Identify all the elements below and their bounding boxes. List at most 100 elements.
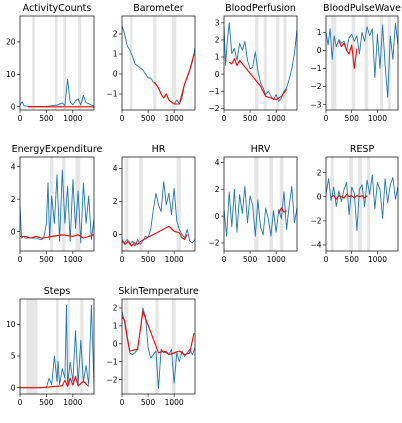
signal-series-line [224,186,297,237]
subplot-bloodperfusion: 0 500 1000 −2 −1 0 1 2 3 BloodPerfusion [208,3,298,123]
highlight-series-line [330,193,368,200]
y-tick-label: −2 [310,82,321,91]
shaded-band [176,157,181,251]
shaded-band [155,299,159,394]
x-tick-label: 0 [120,114,125,123]
signal-series-line [20,169,94,244]
highlight-series-line [338,41,358,69]
shaded-band [269,157,274,251]
signal-series-line [122,25,195,105]
y-tick-label: −1 [106,357,117,366]
x-tick-label: 0 [222,255,227,264]
y-tick-label: 2 [113,197,118,206]
subplot-title: HRV [251,144,271,155]
subplot-title: Steps [44,286,71,297]
shaded-band [172,16,177,110]
axes-frame [19,298,95,395]
shaded-band [263,16,267,110]
shaded-band [279,157,284,251]
y-tick-label: 2 [113,30,118,39]
x-tick-label: 0 [18,255,23,264]
y-tick-label: 1 [215,53,220,62]
shaded-band [331,16,337,110]
x-tick-label: 500 [141,398,156,407]
subplot-title: ActivityCounts [23,3,92,14]
x-tick-label: 1000 [267,255,286,264]
shaded-band [172,299,176,394]
x-tick-label: 0 [120,398,125,407]
y-tick-label: −1 [208,87,219,96]
y-tick-label: 0 [317,192,322,201]
subplot-title: HR [152,144,166,155]
y-tick-label: 10 [6,70,16,79]
subplot-title: EnergyExpenditure [12,144,103,155]
subplot-title: BloodPerfusion [225,3,296,14]
x-tick-label: 500 [39,398,54,407]
shaded-band [153,16,157,110]
signal-series-line [122,181,195,247]
y-tick-label: 2 [11,195,16,204]
y-tick-label: 0 [215,212,220,221]
y-tick-label: −1 [310,64,321,73]
shaded-band [283,16,287,110]
shaded-band [380,16,384,110]
x-tick-label: 0 [120,255,125,264]
x-tick-label: 1000 [165,114,184,123]
shaded-band [125,157,129,251]
plot-area [326,16,398,110]
shaded-band [276,16,280,110]
x-tick-label: 500 [39,114,54,123]
x-tick-label: 500 [141,255,156,264]
highlight-series-line [20,234,94,239]
y-tick-label: 2 [215,36,220,45]
axes-frame [325,15,399,111]
y-tick-label: 2 [317,168,322,177]
subplot-steps: 0 500 1000 0 5 10 Steps [6,286,95,407]
shaded-band [367,157,371,251]
highlight-series-line [122,225,188,247]
x-tick-label: 1000 [368,255,387,264]
shaded-band [80,299,84,394]
plot-area [122,299,195,394]
plot-area [20,299,94,394]
signal-series-line [326,22,398,98]
y-tick-label: 3 [215,19,220,28]
x-tick-label: 1000 [63,398,82,407]
highlight-series-line [20,375,90,389]
plot-area [20,157,94,251]
x-tick-label: 1000 [63,255,82,264]
y-tick-label: 0 [11,102,16,111]
y-tick-label: 1 [113,322,118,331]
highlight-series-line [122,310,195,356]
subplot-title: BloodPulseWave [323,3,401,14]
y-tick-label: 5 [11,352,16,361]
y-tick-label: 4 [113,164,118,173]
y-tick-label: −3 [310,100,321,109]
y-tick-label: 0 [113,70,118,79]
y-tick-label: 4 [215,158,220,167]
y-tick-label: 2 [113,304,118,313]
y-tick-label: −2 [208,239,219,248]
shaded-band [55,299,59,394]
shaded-band [54,16,58,110]
x-tick-label: 500 [345,255,360,264]
plot-area [224,157,297,251]
plot-area [122,16,195,110]
x-tick-label: 1000 [165,398,184,407]
y-tick-label: −2 [208,104,219,113]
y-tick-label: −1 [106,90,117,99]
shaded-band [364,16,369,110]
x-tick-label: 500 [243,255,258,264]
signal-series-line [224,22,297,102]
subplot-hr: 0 500 1000 0 2 4 HR [113,144,196,264]
subplot-energyexpenditure: 0 500 1000 0 2 4 EnergyExpenditure [11,144,103,264]
x-tick-label: 1000 [63,114,82,123]
x-tick-label: 500 [141,114,156,123]
axes-frame [121,156,196,252]
y-tick-label: 10 [6,320,16,329]
plot-area [122,157,195,251]
subplot-activitycounts: 0 500 1000 0 10 20 ActivityCounts [6,3,95,123]
highlight-series-line [228,58,288,101]
shaded-band [349,157,353,251]
